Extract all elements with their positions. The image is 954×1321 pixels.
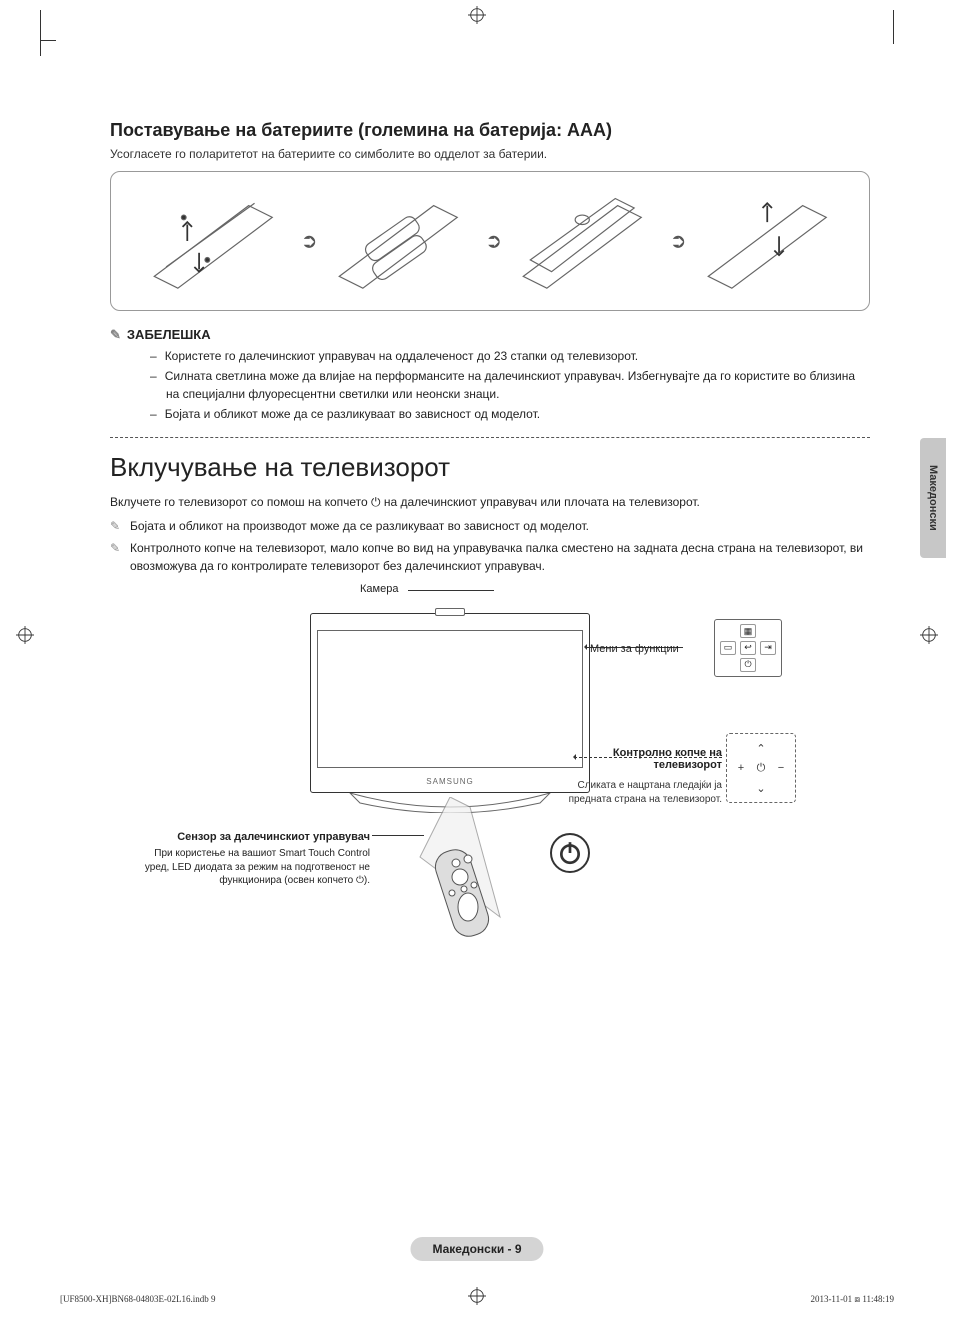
crop-mark (40, 10, 41, 44)
function-menu-label: Мени за функции (590, 643, 679, 655)
document-footer: [UF8500-XH]BN68-04803E-02L16.indb 9 2013… (60, 1294, 894, 1305)
tv-outline: SAMSUNG (310, 613, 590, 793)
power-on-body: Вклучете го телевизорот со помош на копч… (110, 493, 870, 511)
remote-beam-illustration (400, 797, 520, 947)
note-heading: ЗАБЕЛЕШКА (110, 327, 870, 343)
battery-step-3: ➲ (490, 182, 675, 300)
power-on-heading: Вклучување на телевизорот (110, 452, 870, 483)
note-block: ЗАБЕЛЕШКА Користете го далечинскиот упра… (110, 327, 870, 423)
battery-heading: Поставување на батериите (големина на ба… (110, 120, 870, 141)
controller-sublabel: Сликата е нацртана гледајќи ја предната … (550, 779, 722, 806)
remote-sensor-label: Сензор за далечинскиот управувач (130, 831, 370, 843)
dpad-power-icon: ⏻ (757, 762, 766, 775)
page-footer-pill: Македонски - 9 (410, 1237, 543, 1261)
note-item: Користете го далечинскиот управувач на о… (150, 347, 870, 365)
function-menu-icons: ▦ ▭ ↩ ⇥ ⏻ (714, 619, 782, 677)
exit-icon: ⇥ (760, 641, 776, 655)
crop-mark (893, 10, 894, 44)
side-tab-label: Македонски (927, 465, 939, 531)
dpad-minus-icon: − (778, 762, 784, 774)
registration-mark-right (920, 626, 938, 644)
battery-subtext: Усогласете го поларитетот на батериите с… (110, 147, 870, 161)
page-content: Поставување на батериите (големина на ба… (110, 120, 870, 1003)
camera-leader-line (408, 590, 494, 591)
registration-mark-top (468, 6, 486, 24)
section-divider (110, 437, 870, 438)
crop-mark (40, 40, 56, 56)
dpad-down-icon: ⌄ (756, 782, 765, 795)
controller-label: Контролно копче на телевизорот (580, 747, 722, 771)
controller-dpad: ⌃ + ⏻ − ⌄ (726, 733, 796, 803)
tv-screen (317, 630, 583, 768)
menu-icon: ▦ (740, 624, 756, 638)
camera-label: Камера (360, 583, 398, 595)
registration-mark-left (16, 626, 34, 644)
tv-diagram: Камера SAMSUNG Мени за функции ▦ ▭ ↩ ⇥ ⏻ К… (110, 583, 870, 1003)
dpad-up-icon: ⌃ (756, 742, 765, 755)
note-item: Бојата и обликот може да се разликуваат … (150, 405, 870, 423)
power-small-icon: ⏻ (740, 658, 756, 672)
power-icon (550, 833, 590, 873)
tip-item: Контролното копче на телевизорот, мало к… (130, 539, 870, 575)
battery-step-4 (675, 182, 860, 300)
battery-install-diagram: ➲ ➲ ➲ (110, 171, 870, 311)
return-icon: ↩ (740, 641, 756, 655)
tv-camera-icon (435, 608, 465, 616)
language-side-tab: Македонски (920, 438, 946, 558)
note-item: Силната светлина може да влијае на перфо… (150, 367, 870, 403)
doc-footer-right: 2013-11-01 ⧈ 11:48:19 (810, 1294, 894, 1305)
battery-step-2: ➲ (306, 182, 491, 300)
dpad-plus-icon: + (738, 762, 744, 774)
tip-item: Бојата и обликот на производот може да с… (130, 517, 870, 535)
note-list: Користете го далечинскиот управувач на о… (150, 347, 870, 423)
remote-sensor-sublabel: При користење на вашиот Smart Touch Cont… (130, 847, 370, 888)
battery-step-1: ➲ (121, 182, 306, 300)
tv-brand-label: SAMSUNG (426, 777, 473, 786)
doc-footer-left: [UF8500-XH]BN68-04803E-02L16.indb 9 (60, 1294, 216, 1305)
source-icon: ▭ (720, 641, 736, 655)
footer-page-label: Македонски - 9 (432, 1242, 521, 1256)
